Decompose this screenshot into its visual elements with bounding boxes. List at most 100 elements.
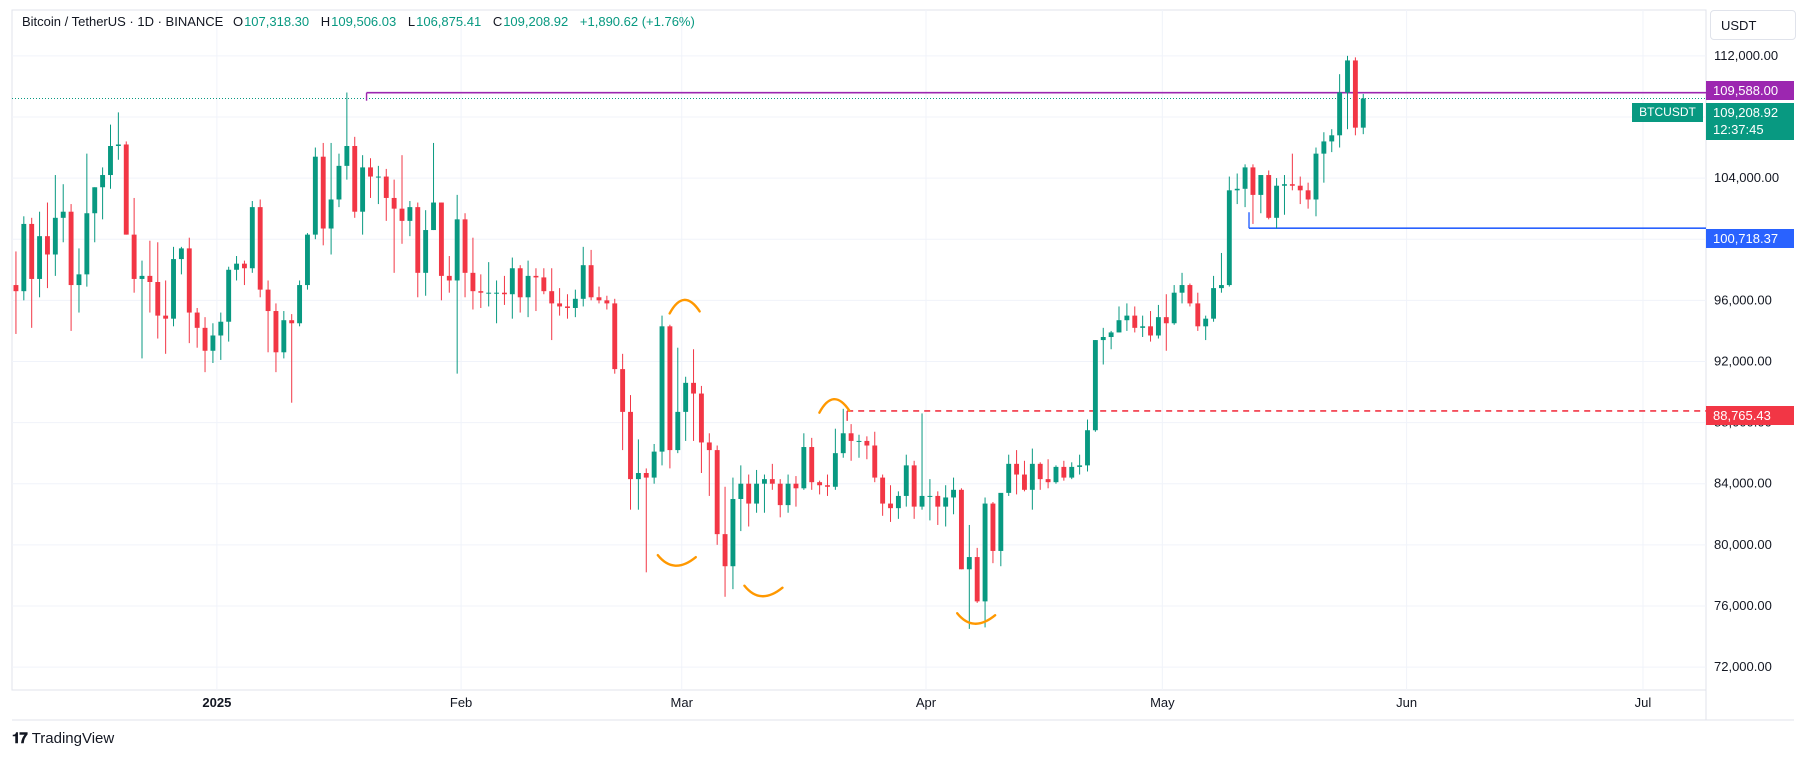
candle-body: [667, 326, 673, 451]
candle: [533, 268, 539, 312]
candle: [911, 460, 917, 519]
candle: [557, 288, 563, 316]
candle-body: [1140, 326, 1146, 328]
candle: [628, 395, 633, 510]
candle-body: [1305, 190, 1311, 200]
candle-body: [565, 306, 570, 308]
candle-series: [13, 55, 1366, 629]
candle: [139, 260, 145, 359]
candle: [1045, 459, 1051, 489]
candle-body: [1163, 317, 1169, 324]
candle-body: [1218, 285, 1224, 289]
x-tick-label: Jun: [1396, 695, 1417, 710]
candle-body: [746, 483, 752, 504]
high-value: 109,506.03: [331, 14, 397, 29]
candle-body: [1203, 318, 1209, 327]
candle: [620, 353, 626, 451]
candle-body: [1242, 167, 1248, 189]
candle: [155, 242, 161, 339]
candle: [1155, 304, 1161, 339]
candle: [446, 256, 452, 293]
candle: [1337, 74, 1343, 148]
candle: [194, 307, 200, 348]
candle: [1148, 311, 1153, 342]
candle-body: [21, 223, 27, 292]
candle: [352, 136, 358, 218]
candle: [840, 408, 846, 458]
candle: [919, 413, 925, 510]
candle: [872, 431, 878, 483]
candle: [1195, 292, 1201, 331]
candle-body: [1155, 317, 1161, 336]
candle-body: [383, 176, 389, 198]
candle: [667, 324, 673, 469]
candle: [210, 323, 216, 363]
candle: [368, 158, 373, 198]
candle: [1108, 330, 1114, 350]
candle: [273, 303, 279, 373]
candle-body: [60, 211, 66, 218]
candle-body: [895, 495, 901, 509]
y-tick-label: 84,000.00: [1714, 476, 1772, 491]
tradingview-logo[interactable]: 𝟏𝟕 TradingView: [12, 730, 114, 747]
candle: [1203, 315, 1209, 341]
candle: [903, 454, 909, 507]
open-value: 107,318.30: [244, 14, 310, 29]
candle-body: [1211, 288, 1217, 319]
candle: [754, 469, 760, 513]
candle: [951, 477, 956, 515]
tradingview-logo-icon: 𝟏𝟕: [12, 730, 28, 747]
candle-body: [163, 315, 169, 319]
candle: [218, 312, 224, 360]
candle-body: [249, 207, 255, 269]
candle-body: [714, 450, 720, 535]
candle: [1218, 252, 1224, 293]
candle: [289, 314, 295, 403]
candle: [738, 465, 744, 532]
candle: [1061, 460, 1067, 481]
y-tick-label: 80,000.00: [1714, 537, 1772, 552]
last-price-tag: 109,208.92 12:37:45: [1706, 103, 1794, 140]
candle: [45, 202, 50, 289]
y-tick-label: 76,000.00: [1714, 598, 1772, 613]
candle-body: [336, 165, 342, 200]
candle-body: [391, 197, 397, 209]
candle-body: [722, 534, 728, 567]
candle-body: [927, 495, 933, 497]
candle: [1069, 462, 1075, 480]
y-tick-label: 92,000.00: [1714, 353, 1772, 368]
candle-body: [990, 503, 996, 551]
chart-axes: 72,000.0076,000.0080,000.0084,000.0088,0…: [202, 48, 1779, 710]
bar-countdown: 12:37:45: [1713, 122, 1764, 137]
candle: [1329, 129, 1335, 153]
candle-body: [801, 447, 807, 489]
candle: [935, 491, 941, 525]
candle-body: [903, 465, 909, 496]
candle: [383, 168, 389, 221]
candle: [1077, 454, 1083, 475]
candle: [1258, 175, 1264, 214]
candle-body: [454, 219, 460, 281]
candle-body: [825, 485, 830, 487]
candle: [501, 275, 507, 305]
candle: [29, 217, 35, 328]
annotation-arc: [818, 398, 851, 414]
annotation-arc: [955, 612, 997, 625]
candle: [1234, 173, 1240, 205]
candle: [880, 474, 886, 516]
symbol-title[interactable]: Bitcoin / TetherUS · 1D · BINANCE: [22, 14, 224, 29]
candle-body: [478, 291, 484, 293]
currency-button[interactable]: USDT: [1710, 10, 1796, 40]
candle: [1022, 460, 1027, 492]
candle-body: [919, 495, 925, 507]
candle-body: [131, 234, 137, 279]
candle: [698, 385, 704, 474]
candle: [171, 246, 176, 327]
candle-body: [1360, 98, 1366, 128]
candle-body: [92, 187, 98, 214]
candle: [856, 434, 862, 458]
candle: [982, 497, 988, 628]
candle-body: [675, 411, 681, 451]
candle: [486, 262, 492, 307]
